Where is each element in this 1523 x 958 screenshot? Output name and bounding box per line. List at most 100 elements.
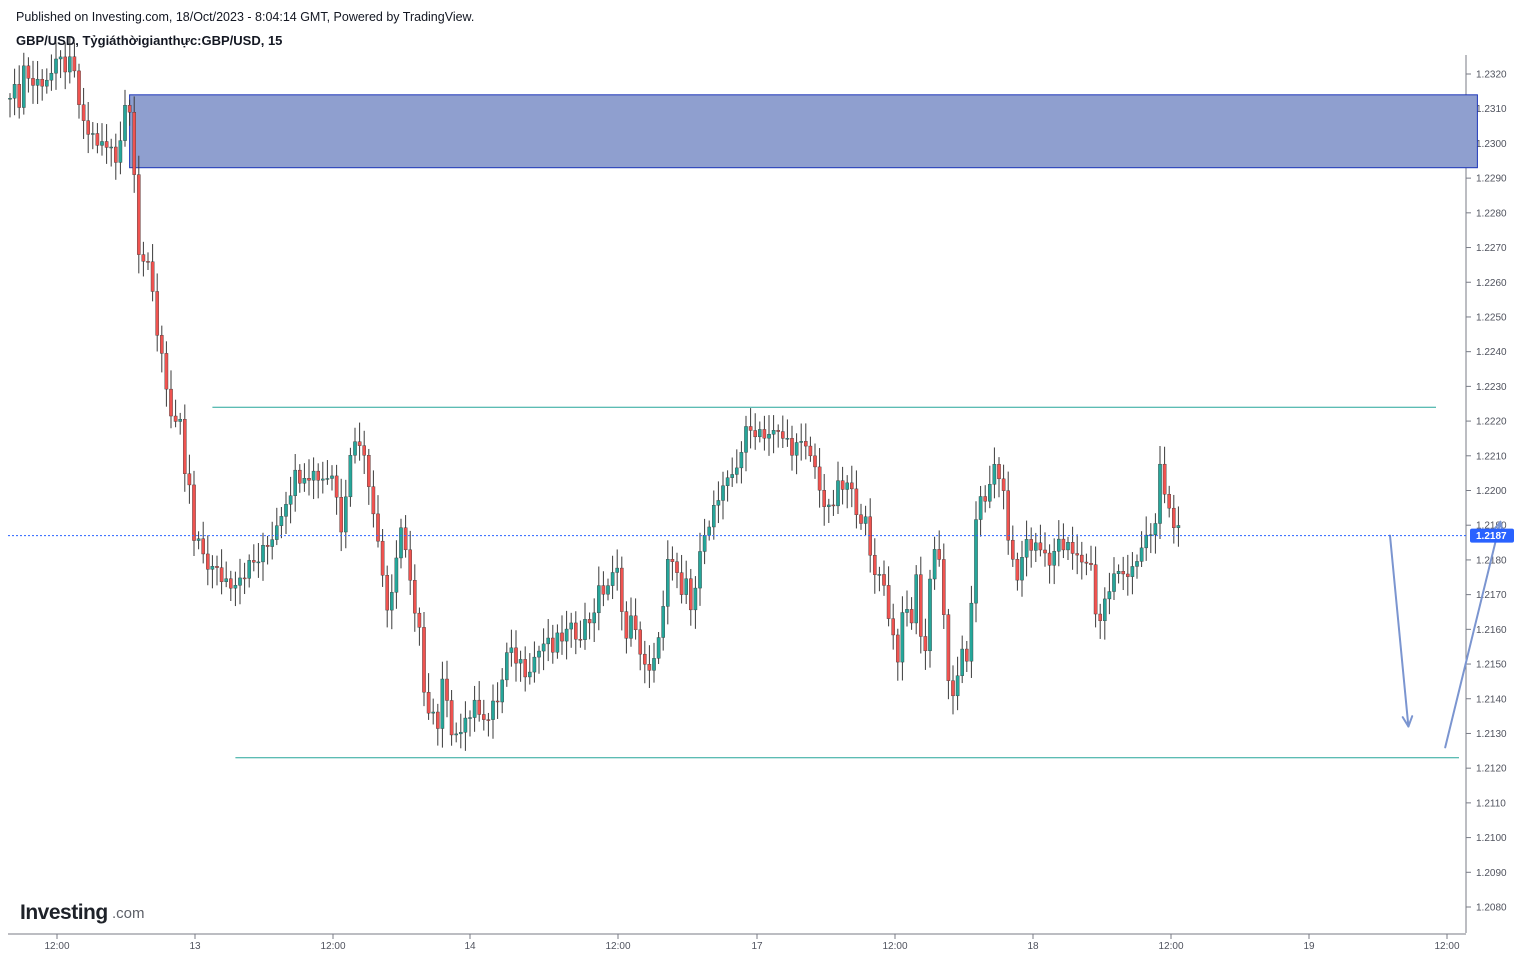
candle-body xyxy=(344,496,348,533)
candle-body xyxy=(136,174,141,255)
candle-body xyxy=(656,637,661,659)
candle-body xyxy=(72,56,77,72)
candle-body xyxy=(8,98,12,100)
candle-body xyxy=(1093,564,1098,615)
candle-body xyxy=(201,538,206,555)
candle-body xyxy=(491,700,495,720)
candle-body xyxy=(58,56,63,60)
candle-body xyxy=(528,671,532,678)
candle-body xyxy=(238,577,242,586)
candle-body xyxy=(620,567,624,612)
y-tick-label: 1.2270 xyxy=(1476,243,1507,254)
candle-body xyxy=(81,104,86,121)
candle-body xyxy=(592,612,596,624)
candles xyxy=(8,37,1181,751)
candle-body xyxy=(1020,557,1024,581)
candle-body xyxy=(877,574,882,576)
x-tick-label: 12:00 xyxy=(1434,941,1459,952)
candle-body xyxy=(675,561,679,573)
candle-body xyxy=(182,419,187,474)
last-price-badge xyxy=(1470,528,1514,543)
candle-body xyxy=(159,335,164,354)
candle-body xyxy=(265,545,270,547)
x-tick-label: 14 xyxy=(464,941,476,952)
candle-body xyxy=(431,711,436,714)
candle-body xyxy=(86,120,90,135)
candle-body xyxy=(721,485,725,501)
candle-body xyxy=(767,434,771,439)
candle-body xyxy=(380,540,385,576)
candle-body xyxy=(40,78,44,87)
y-tick-label: 1.2100 xyxy=(1476,833,1507,844)
candle-body xyxy=(859,514,863,524)
candle-body xyxy=(928,578,932,652)
candle-body xyxy=(187,473,192,486)
candle-body xyxy=(702,535,707,552)
candle-body xyxy=(173,415,178,422)
y-tick-label: 1.2320 xyxy=(1476,70,1507,81)
candle-body xyxy=(725,477,730,486)
candle-body xyxy=(712,505,716,528)
candle-body xyxy=(744,426,748,453)
candle-body xyxy=(1024,539,1029,558)
candle-body xyxy=(325,478,330,480)
arrow-up xyxy=(1444,520,1502,749)
candle-body xyxy=(1047,552,1052,566)
y-tick-label: 1.2240 xyxy=(1476,347,1507,358)
y-tick-label: 1.2260 xyxy=(1476,278,1507,289)
candle-body xyxy=(771,430,776,435)
candle-body xyxy=(302,478,307,484)
candle-body xyxy=(661,606,665,638)
candle-body xyxy=(288,495,293,505)
candle-body xyxy=(155,291,160,336)
candle-body xyxy=(1052,551,1056,566)
candle-body xyxy=(758,429,762,438)
candle-body xyxy=(827,504,831,507)
candle-body xyxy=(689,578,693,611)
candle-body xyxy=(284,504,288,517)
candle-body xyxy=(799,441,803,443)
candle-body xyxy=(247,560,252,579)
candle-body xyxy=(762,429,767,439)
candle-body xyxy=(537,650,541,658)
candle-body xyxy=(1098,613,1102,622)
candle-body xyxy=(45,79,49,87)
candle-body xyxy=(804,441,808,447)
candle-body xyxy=(1176,525,1181,528)
candle-body xyxy=(597,585,601,614)
candle-body xyxy=(26,65,31,79)
candle-body xyxy=(279,516,284,526)
y-tick-label: 1.2200 xyxy=(1476,486,1507,497)
candle-body xyxy=(399,527,403,559)
candle-body xyxy=(224,578,229,582)
y-tick-label: 1.2310 xyxy=(1476,104,1507,115)
candle-body xyxy=(863,516,868,524)
candle-body xyxy=(564,628,569,642)
candle-body xyxy=(735,467,739,475)
candle-body xyxy=(270,539,275,547)
candle-body xyxy=(831,504,836,507)
candle-body xyxy=(946,614,951,681)
candle-body xyxy=(104,141,109,148)
candle-body xyxy=(955,675,960,697)
candle-body xyxy=(845,482,849,490)
candle-body xyxy=(422,627,426,693)
candle-body xyxy=(1144,534,1148,549)
investing-logo: Investing .com xyxy=(20,901,145,924)
candle-body xyxy=(1011,539,1015,560)
candle-body xyxy=(353,441,357,456)
candle-body xyxy=(505,652,509,681)
candle-body xyxy=(730,474,734,478)
candle-body xyxy=(587,619,592,624)
candle-body xyxy=(840,480,845,490)
supply-zone-rect xyxy=(129,94,1478,169)
candle-body xyxy=(1125,573,1130,577)
candle-body xyxy=(1038,542,1043,551)
candle-body xyxy=(817,466,822,491)
candle-body xyxy=(22,65,26,108)
candle-body xyxy=(900,612,905,663)
candle-body xyxy=(1139,547,1144,562)
candle-body xyxy=(679,572,684,595)
x-tick-label: 12:00 xyxy=(882,941,907,952)
